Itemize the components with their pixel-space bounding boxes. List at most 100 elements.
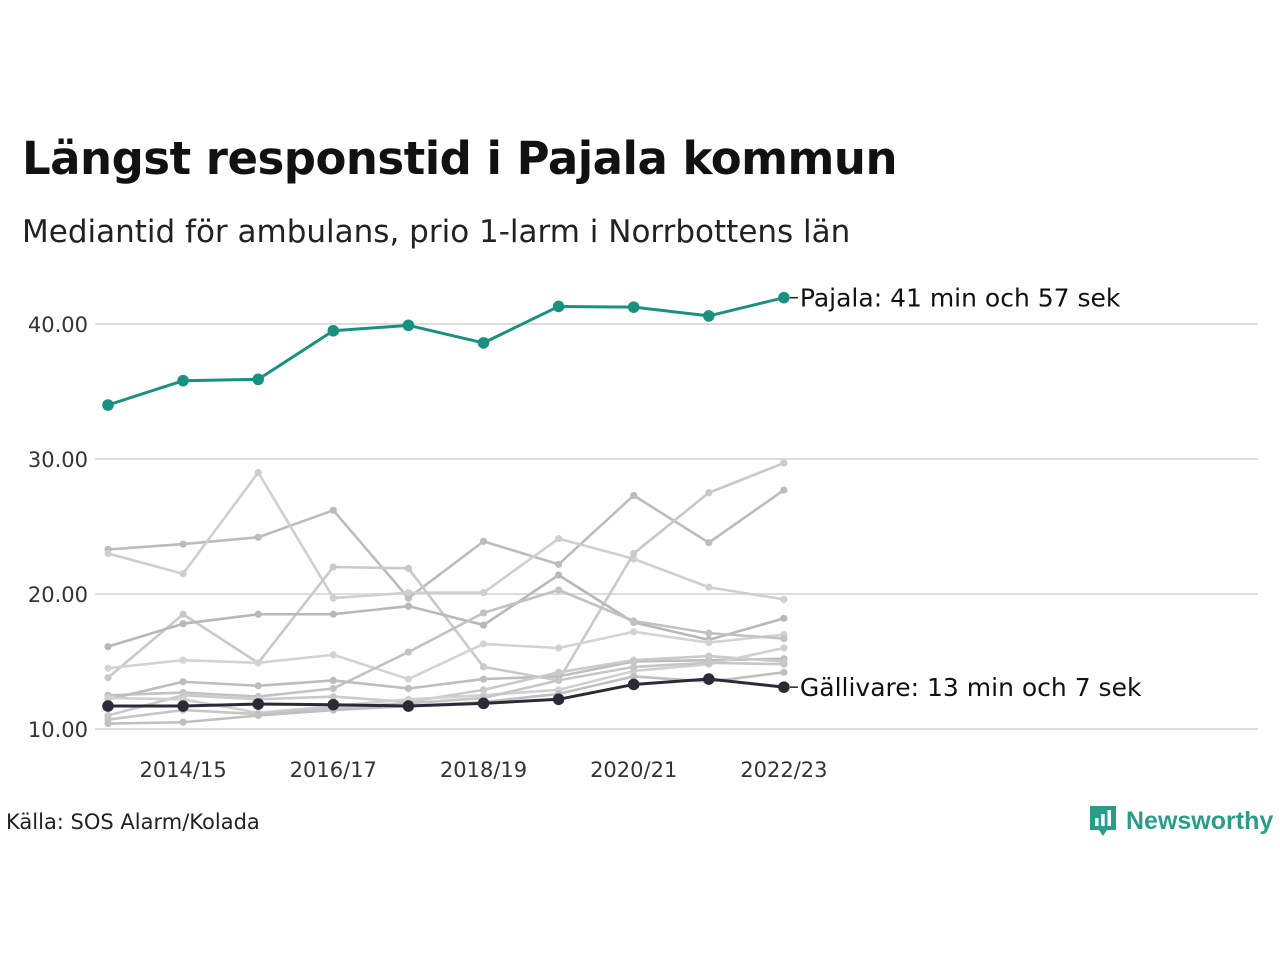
- data-point: [555, 571, 563, 579]
- data-point: [780, 644, 788, 652]
- background-series-line: [104, 628, 788, 683]
- data-point: [477, 337, 490, 349]
- brand-logo[interactable]: Newsworthy: [1088, 804, 1273, 838]
- background-series-line: [104, 659, 788, 724]
- data-point: [479, 609, 488, 617]
- x-tick-label: 2018/19: [440, 758, 527, 782]
- highlighted-series-line: [102, 291, 790, 411]
- data-point: [630, 491, 638, 500]
- data-point: [327, 698, 340, 711]
- data-point: [780, 634, 788, 643]
- series-path: [107, 661, 784, 721]
- data-point: [479, 640, 488, 648]
- y-tick-label: 10.00: [28, 718, 88, 742]
- highlighted-series-line: [102, 673, 790, 712]
- y-axis: 10.00 20.00 30.00 40.00: [28, 313, 88, 742]
- data-point: [630, 549, 638, 558]
- data-point: [102, 700, 114, 712]
- x-tick-label: 2016/17: [290, 758, 377, 782]
- x-tick-label: 2020/21: [590, 758, 677, 782]
- data-point: [630, 656, 638, 664]
- y-tick-label: 30.00: [28, 448, 88, 472]
- data-point: [703, 310, 715, 322]
- data-point: [179, 656, 187, 664]
- data-point: [705, 489, 713, 497]
- data-point: [179, 540, 187, 548]
- x-tick-label: 2022/23: [740, 758, 827, 782]
- data-point: [479, 675, 488, 683]
- data-point: [780, 595, 788, 603]
- data-point: [329, 676, 337, 684]
- data-point: [179, 610, 187, 618]
- data-point: [555, 560, 563, 568]
- x-axis: 2014/15 2016/17 2018/19 2020/21 2022/23: [139, 758, 827, 782]
- data-point: [104, 694, 112, 702]
- data-point: [252, 698, 264, 710]
- series-path: [107, 588, 784, 698]
- series-path: [107, 488, 785, 600]
- chart-title: Längst responstid i Pajala kommun: [22, 132, 897, 185]
- data-point: [555, 676, 563, 684]
- data-point: [329, 594, 337, 602]
- data-point: [555, 535, 563, 543]
- data-point: [555, 644, 563, 652]
- series-labels: Pajala: 41 min och 57 sek Gällivare: 13 m…: [789, 284, 1142, 702]
- data-point: [329, 610, 337, 618]
- series-path: [107, 461, 785, 682]
- data-point: [627, 301, 640, 313]
- data-point: [705, 583, 713, 591]
- data-point: [404, 675, 412, 683]
- chart-subtitle: Mediantid för ambulans, prio 1-larm i No…: [22, 214, 851, 250]
- data-point: [780, 660, 788, 668]
- series-path: [107, 657, 784, 701]
- data-point: [705, 639, 713, 647]
- data-point: [780, 486, 788, 494]
- data-point: [254, 711, 262, 720]
- data-point: [479, 621, 488, 629]
- data-point: [555, 668, 563, 676]
- data-point: [104, 664, 112, 672]
- brand-name: Newsworthy: [1126, 806, 1274, 835]
- data-point: [329, 693, 337, 701]
- data-point: [177, 374, 189, 387]
- data-point: [254, 533, 262, 541]
- data-point: [705, 629, 713, 637]
- data-point: [630, 672, 638, 680]
- data-point: [780, 614, 788, 622]
- data-point: [552, 693, 565, 706]
- data-point: [179, 620, 187, 628]
- y-tick-label: 20.00: [28, 583, 88, 607]
- data-point: [705, 652, 713, 660]
- line-chart: 10.00 20.00 30.00 40.00 2014/15 2016/17 2018/…: [28, 284, 1258, 782]
- data-point: [778, 291, 790, 304]
- data-point: [254, 682, 262, 690]
- data-point: [404, 564, 412, 572]
- data-point: [329, 506, 337, 514]
- data-point: [404, 594, 412, 602]
- data-point: [252, 373, 264, 386]
- background-series-line: [104, 468, 788, 603]
- data-point: [404, 684, 412, 693]
- x-tick-label: 2014/15: [139, 758, 226, 782]
- series-path: [107, 471, 785, 601]
- data-point: [630, 628, 638, 636]
- data-point: [479, 537, 488, 545]
- data-point: [329, 563, 337, 571]
- data-point: [179, 718, 187, 726]
- data-point: [254, 610, 262, 618]
- data-point: [705, 659, 713, 667]
- data-point: [703, 673, 715, 685]
- data-point: [705, 539, 713, 547]
- source-note: Källa: SOS Alarm/Kolada: [6, 810, 260, 834]
- data-point: [104, 643, 112, 651]
- highlighted-series: [102, 291, 790, 712]
- data-point: [627, 678, 640, 691]
- gridlines: [95, 323, 1258, 730]
- data-point: [179, 570, 187, 578]
- data-point: [404, 589, 412, 597]
- series-path: [108, 677, 785, 708]
- data-point: [104, 549, 112, 558]
- y-tick-label: 40.00: [28, 313, 88, 337]
- series-end-label: Gällivare: 13 min och 7 sek: [800, 673, 1142, 702]
- data-point: [404, 648, 412, 656]
